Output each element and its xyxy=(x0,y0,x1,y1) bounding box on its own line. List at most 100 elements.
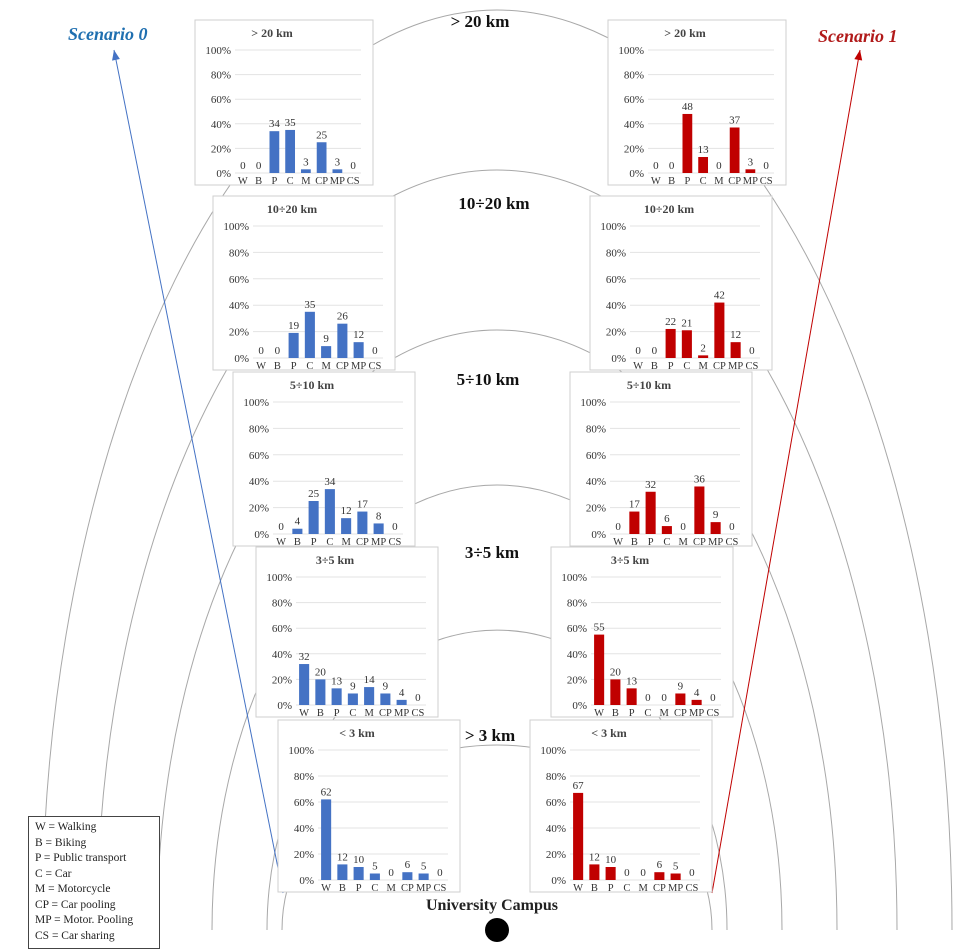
bar xyxy=(304,311,315,358)
bar xyxy=(610,679,621,705)
x-tick-label: CP xyxy=(356,537,369,548)
y-tick-label: 80% xyxy=(211,70,231,82)
x-tick-label: C xyxy=(371,883,378,894)
y-tick-label: 40% xyxy=(586,476,606,488)
data-label: 0 xyxy=(669,160,675,172)
x-tick-label: CS xyxy=(368,361,381,372)
bar xyxy=(288,332,299,358)
y-tick-label: 0% xyxy=(591,529,606,541)
chart-panel: < 3 km0%20%40%60%80%100%62W12B10P5C0M6CP… xyxy=(277,719,461,894)
band-label-under-3: > 3 km xyxy=(464,726,516,745)
y-tick-label: 100% xyxy=(205,45,231,57)
chart-panel: 5÷10 km0%20%40%60%80%100%0W17B32P6C0M36C… xyxy=(569,371,753,548)
y-tick-label: 100% xyxy=(618,45,644,57)
y-tick-label: 0% xyxy=(234,353,249,365)
data-label: 0 xyxy=(652,345,658,357)
y-tick-label: 60% xyxy=(546,797,566,809)
x-tick-label: W xyxy=(256,361,266,372)
data-label: 0 xyxy=(763,160,769,172)
x-tick-label: W xyxy=(633,361,643,372)
bar xyxy=(594,634,605,705)
data-label: 0 xyxy=(716,160,722,172)
data-label: 13 xyxy=(626,675,638,687)
x-tick-label: M xyxy=(386,883,396,894)
data-label: 6 xyxy=(664,513,670,525)
data-label: 25 xyxy=(316,129,328,141)
data-label: 0 xyxy=(635,345,641,357)
data-label: 0 xyxy=(350,160,356,172)
chart-frame xyxy=(529,719,713,893)
legend-item-motor-pooling: MP = Motor. Pooling xyxy=(35,914,134,926)
x-tick-label: CS xyxy=(706,708,719,719)
data-label: 3 xyxy=(335,156,341,168)
data-label: 0 xyxy=(256,160,262,172)
x-tick-label: CS xyxy=(388,537,401,548)
x-tick-label: P xyxy=(668,361,674,372)
y-tick-label: 80% xyxy=(546,771,566,783)
data-label: 0 xyxy=(729,521,735,533)
data-label: 35 xyxy=(304,299,316,311)
chart-frame xyxy=(607,19,787,186)
scenario-1-title: Scenario 1 xyxy=(818,26,898,46)
data-label: 5 xyxy=(372,861,378,873)
data-label: 14 xyxy=(364,674,376,686)
y-tick-label: 80% xyxy=(606,247,626,259)
chart-title: 3÷5 km xyxy=(316,553,354,567)
data-label: 0 xyxy=(615,521,621,533)
bar xyxy=(670,873,681,880)
data-label: 0 xyxy=(689,867,695,879)
y-tick-label: 100% xyxy=(288,745,314,757)
scenario-0-arrow-head xyxy=(112,50,120,61)
y-tick-label: 0% xyxy=(611,353,626,365)
chart-title: 3÷5 km xyxy=(611,553,649,567)
bar xyxy=(745,169,756,173)
data-label: 0 xyxy=(640,867,646,879)
x-tick-label: P xyxy=(356,883,362,894)
y-tick-label: 100% xyxy=(540,745,566,757)
data-label: 17 xyxy=(357,499,369,511)
x-tick-label: MP xyxy=(394,708,409,719)
chart-title: 5÷10 km xyxy=(290,378,334,392)
x-tick-label: M xyxy=(678,537,688,548)
data-label: 20 xyxy=(610,666,622,678)
legend-item-car: C = Car xyxy=(35,867,72,880)
y-tick-label: 60% xyxy=(606,274,626,286)
y-tick-label: 0% xyxy=(254,529,269,541)
bar xyxy=(308,501,319,534)
x-tick-label: P xyxy=(271,176,277,187)
data-label: 6 xyxy=(405,859,411,871)
legend-item-motorcycle: M = Motorcycle xyxy=(35,883,111,895)
data-label: 12 xyxy=(730,329,741,341)
y-tick-label: 20% xyxy=(229,327,249,339)
bar xyxy=(269,131,280,173)
distance-arc xyxy=(211,484,783,931)
bar xyxy=(347,693,358,705)
data-label: 36 xyxy=(694,473,706,485)
data-label: 20 xyxy=(315,666,327,678)
data-label: 0 xyxy=(653,160,659,172)
x-tick-label: B xyxy=(294,537,301,548)
y-tick-label: 0% xyxy=(216,168,231,180)
bar xyxy=(661,526,672,534)
bar xyxy=(729,127,740,173)
bar xyxy=(665,328,676,358)
chart-panel: 10÷20 km0%20%40%60%80%100%0W0B22P21C2M42… xyxy=(589,195,773,372)
bar xyxy=(332,169,343,173)
data-label: 4 xyxy=(694,687,700,699)
x-tick-label: P xyxy=(291,361,297,372)
chart-frame xyxy=(232,371,416,547)
band-label-over-20: > 20 km xyxy=(450,12,510,31)
x-tick-label: P xyxy=(684,176,690,187)
data-label: 9 xyxy=(678,680,684,692)
y-tick-label: 0% xyxy=(277,700,292,712)
x-tick-label: P xyxy=(311,537,317,548)
bar xyxy=(402,872,413,880)
chart-title: > 20 km xyxy=(664,26,706,40)
bar xyxy=(698,157,709,173)
data-label: 26 xyxy=(337,311,349,323)
x-tick-label: C xyxy=(306,361,313,372)
data-label: 19 xyxy=(288,320,300,332)
data-label: 35 xyxy=(285,117,297,129)
x-tick-label: B xyxy=(612,708,619,719)
x-tick-label: M xyxy=(301,176,311,187)
